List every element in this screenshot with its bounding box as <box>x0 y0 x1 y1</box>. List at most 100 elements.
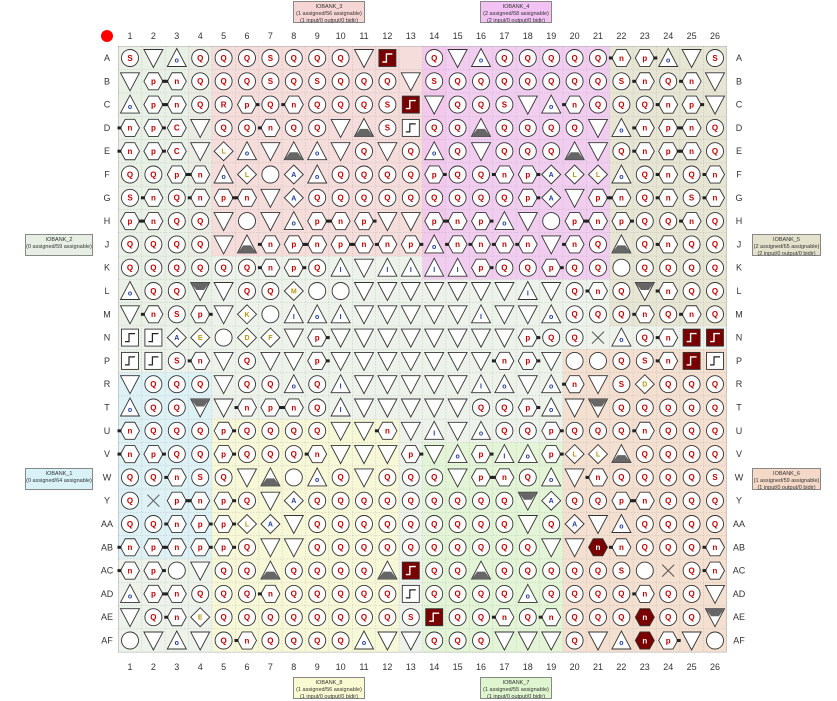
assigned-diff-pin[interactable]: n <box>634 631 655 650</box>
io-pin-q[interactable]: Q <box>472 515 490 533</box>
io-pin-q[interactable]: Q <box>355 142 373 161</box>
ground-pin[interactable] <box>517 305 539 325</box>
ground-pin[interactable] <box>377 445 398 465</box>
diff-pin-p[interactable]: p <box>353 212 377 231</box>
ground-pin[interactable] <box>423 282 445 302</box>
diff-pin-p[interactable]: p <box>213 515 237 533</box>
reference-pin[interactable]: R <box>214 95 233 114</box>
diff-pin-n[interactable]: n <box>445 212 468 231</box>
ground-pin[interactable] <box>470 351 492 372</box>
diff-pin-p[interactable]: p <box>681 95 705 114</box>
diff-pin-p[interactable]: p <box>400 235 424 254</box>
io-pin-q[interactable]: Q <box>518 538 537 557</box>
io-pin-q[interactable]: Q <box>121 515 139 533</box>
io-pin-o[interactable]: o <box>353 630 375 650</box>
io-pin-i[interactable]: I <box>330 257 351 277</box>
power-pin-e[interactable]: E <box>190 607 211 628</box>
ground-pin[interactable] <box>423 351 445 372</box>
no-connect-pin[interactable] <box>147 494 160 508</box>
io-pin-o[interactable]: o <box>423 140 445 161</box>
io-pin-q[interactable]: Q <box>401 142 420 161</box>
special-pin-s[interactable]: S <box>401 608 420 627</box>
io-pin-q[interactable]: Q <box>682 445 701 464</box>
diff-pin-n[interactable]: n <box>655 351 679 370</box>
diff-pin-p[interactable]: p <box>400 445 424 464</box>
special-pin-s[interactable]: S <box>121 49 139 67</box>
special-pin-s[interactable]: S <box>308 72 327 91</box>
diff-pin-p[interactable]: p <box>190 538 213 557</box>
diff-pin-n[interactable]: n <box>491 608 515 627</box>
ground-pin[interactable] <box>540 235 562 255</box>
diff-pin-n[interactable]: n <box>608 188 632 207</box>
ground-pin[interactable] <box>189 142 211 162</box>
io-pin-q[interactable]: Q <box>191 421 210 440</box>
plain-circle-pin[interactable] <box>612 258 631 277</box>
io-pin-q[interactable]: Q <box>331 72 350 91</box>
io-pin-q[interactable]: Q <box>425 631 444 650</box>
io-pin-q[interactable]: Q <box>191 375 210 394</box>
power-pin-d[interactable]: D <box>634 374 655 395</box>
special-pin-s[interactable]: S <box>191 468 210 487</box>
diff-pin-p[interactable]: p <box>658 118 681 137</box>
io-pin-q[interactable]: Q <box>682 468 701 487</box>
io-pin-q[interactable]: Q <box>425 49 444 67</box>
io-pin-q[interactable]: Q <box>448 188 467 207</box>
io-pin-q[interactable]: Q <box>238 282 256 300</box>
plain-circle-pin[interactable] <box>284 468 303 487</box>
io-pin-q[interactable]: Q <box>425 468 444 487</box>
diff-pin-n[interactable]: n <box>679 118 702 137</box>
ground-pin[interactable] <box>189 561 211 582</box>
io-pin-q[interactable]: Q <box>378 538 397 557</box>
special-pin-s[interactable]: S <box>706 468 724 487</box>
ground-pin[interactable] <box>353 328 375 349</box>
power-pin-m[interactable]: M <box>283 280 304 302</box>
io-pin-o[interactable]: o <box>540 397 562 417</box>
special-pin-s[interactable]: S <box>378 95 397 114</box>
io-pin-q[interactable]: Q <box>565 631 584 650</box>
io-pin-q[interactable]: Q <box>378 608 397 627</box>
io-pin-q[interactable]: Q <box>518 468 537 487</box>
diff-pin-n[interactable]: n <box>374 421 398 440</box>
shaded-power-pin[interactable] <box>189 282 211 302</box>
assigned-diff-pin[interactable]: n <box>634 608 655 627</box>
diff-pin-n[interactable]: n <box>562 95 585 114</box>
diff-pin-n[interactable]: n <box>562 375 585 394</box>
diff-pin-p[interactable]: p <box>658 631 681 650</box>
io-pin-o[interactable]: o <box>447 443 468 464</box>
diff-pin-n[interactable]: n <box>257 235 281 254</box>
io-pin-q[interactable]: Q <box>589 258 607 277</box>
ground-pin[interactable] <box>143 631 164 651</box>
ground-pin[interactable] <box>119 375 141 395</box>
io-pin-q[interactable]: Q <box>565 491 584 510</box>
io-pin-q[interactable]: Q <box>144 282 163 300</box>
diff-pin-n[interactable]: n <box>632 142 655 161</box>
io-pin-i[interactable]: I <box>423 257 445 277</box>
ground-pin[interactable] <box>564 468 585 488</box>
ground-pin[interactable] <box>236 468 258 488</box>
io-pin-q[interactable]: Q <box>308 49 327 67</box>
clock-pin[interactable] <box>121 351 139 370</box>
io-pin-q[interactable]: Q <box>284 584 303 603</box>
io-pin-q[interactable]: Q <box>495 561 514 580</box>
diff-pin-n[interactable]: n <box>585 282 609 300</box>
io-pin-q[interactable]: Q <box>682 398 701 417</box>
io-pin-q[interactable]: Q <box>144 258 163 277</box>
diff-pin-n[interactable]: n <box>608 49 632 68</box>
io-pin-q[interactable]: Q <box>191 49 210 67</box>
ground-pin[interactable] <box>330 421 351 442</box>
diff-pin-n[interactable]: n <box>234 631 258 650</box>
ground-pin[interactable] <box>400 421 422 442</box>
special-pin-s[interactable]: S <box>682 188 701 207</box>
io-pin-q[interactable]: Q <box>121 258 139 277</box>
diff-pin-n[interactable]: n <box>164 95 187 114</box>
io-pin-q[interactable]: Q <box>518 118 537 137</box>
io-pin-q[interactable]: Q <box>214 631 233 650</box>
diff-pin-p[interactable]: p <box>517 398 541 417</box>
ground-pin[interactable] <box>423 95 445 116</box>
io-pin-q[interactable]: Q <box>121 468 139 487</box>
ground-pin[interactable] <box>283 538 305 558</box>
diff-pin-n[interactable]: n <box>140 188 164 207</box>
io-pin-q[interactable]: Q <box>167 421 186 440</box>
diff-pin-p[interactable]: p <box>213 491 237 510</box>
diff-pin-n[interactable]: n <box>632 118 655 137</box>
